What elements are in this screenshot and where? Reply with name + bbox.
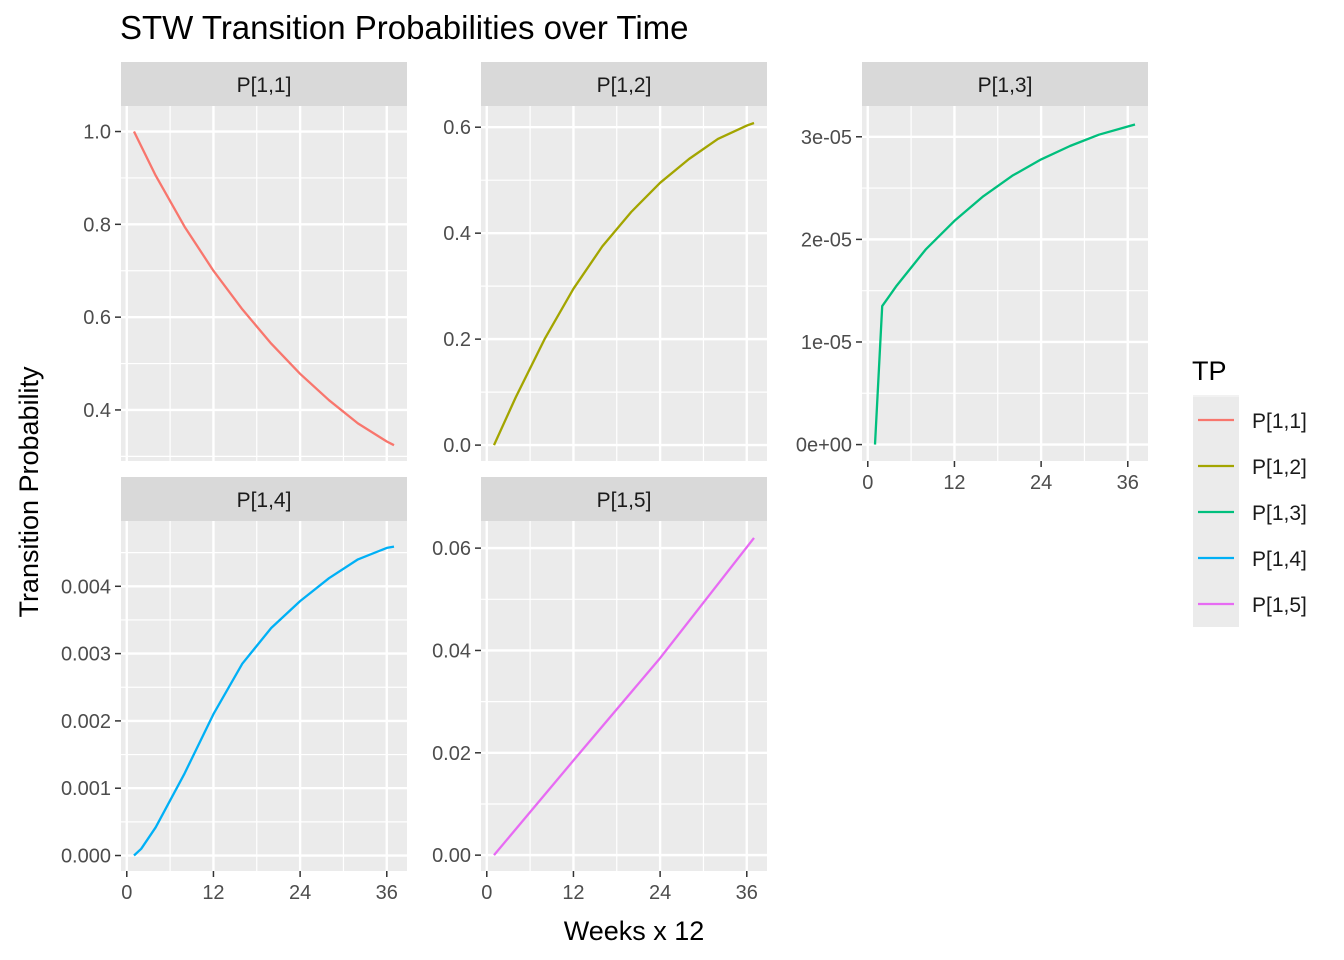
panel-1-5: P[1,5] 0.00 0.02 0.04 0.06 0 12 24 36	[432, 477, 767, 904]
x-tick-label: 36	[376, 882, 398, 904]
x-tick-label: 36	[1117, 472, 1139, 494]
x-axis-title: Weeks x 12	[564, 916, 705, 946]
y-tick-label: 0.0	[443, 435, 471, 457]
y-tick-label: 0.02	[432, 743, 471, 765]
y-axis-title: Transition Probability	[14, 366, 44, 618]
y-tick-label: 0.000	[61, 846, 111, 868]
strip-1-1	[121, 62, 407, 106]
strip-label-1-3: P[1,3]	[978, 74, 1033, 97]
y-tick-label: 0.004	[61, 576, 111, 598]
strip-label-1-2: P[1,2]	[597, 74, 652, 97]
y-tick-label: 0.8	[83, 214, 111, 236]
y-tick-label: 0.6	[443, 117, 471, 139]
y-tick-label: 0.002	[61, 711, 111, 733]
y-tick-label: 1.0	[83, 122, 111, 144]
panel-background-1-2	[481, 106, 767, 461]
panel-1-4: P[1,4] 0.000 0.001 0.002 0.003 0.004 0 12 24 36	[61, 477, 407, 904]
facet-panels: P[1,1]0.40.60.81.0P[1,2]0.00.20.40.6P[1,…	[61, 62, 1148, 904]
x-tick-label: 24	[289, 882, 311, 904]
x-tick-label: 0	[862, 472, 873, 494]
strip-1-2	[481, 62, 767, 106]
x-tick-label: 12	[943, 472, 965, 494]
x-tick-label: 12	[562, 882, 584, 904]
panel-background-1-3	[862, 106, 1148, 461]
panel-1-1: P[1,1] 0.4 0.6 0.8 1.0	[83, 62, 407, 461]
chart-title: STW Transition Probabilities over Time	[120, 9, 689, 46]
y-tick-label: 0.00	[432, 845, 471, 867]
legend-label-1-3: P[1,3]	[1252, 502, 1307, 525]
y-tick-label: 3e-05	[801, 127, 852, 149]
series-line-1-5	[493, 537, 755, 856]
legend-label-1-5: P[1,5]	[1252, 594, 1307, 617]
y-tick-label: 0e+00	[796, 435, 852, 457]
x-tick-label: 0	[121, 882, 132, 904]
legend-title: TP	[1192, 356, 1227, 386]
x-tick-label: 24	[649, 882, 671, 904]
x-tick-label: 24	[1030, 472, 1052, 494]
legend-label-1-2: P[1,2]	[1252, 456, 1307, 479]
strip-1-4	[121, 477, 407, 521]
series-line-1-4	[133, 545, 395, 857]
y-tick-label: 0.4	[83, 400, 111, 422]
legend-label-1-4: P[1,4]	[1252, 548, 1307, 571]
y-tick-label: 1e-05	[801, 332, 852, 354]
strip-1-3	[862, 62, 1148, 106]
panel-background-1-1	[121, 106, 407, 461]
y-tick-label: 0.2	[443, 329, 471, 351]
strip-label-1-4: P[1,4]	[237, 489, 292, 512]
y-tick-label: 0.4	[443, 223, 471, 245]
legend-label-1-1: P[1,1]	[1252, 410, 1307, 433]
legend: TP P[1,1] P[1,2] P[1,3] P[1,4] P[1,5]	[1192, 356, 1307, 627]
x-tick-label: 12	[202, 882, 224, 904]
strip-label-1-5: P[1,5]	[597, 489, 652, 512]
panel-1-2: P[1,2] 0.0 0.2 0.4 0.6	[443, 62, 767, 461]
y-tick-label: 0.04	[432, 640, 471, 662]
y-tick-label: 0.6	[83, 307, 111, 329]
panel-background-1-4	[121, 521, 407, 871]
panel-1-3: P[1,3] 0e+00 1e-05 2e-05 3e-05 0 12 24 36	[796, 62, 1148, 494]
series-line-1-3	[873, 123, 1136, 445]
x-tick-label: 36	[736, 882, 758, 904]
y-tick-label: 0.06	[432, 538, 471, 560]
y-tick-label: 0.001	[61, 778, 111, 800]
y-tick-label: 0.003	[61, 644, 111, 666]
series-line-1-1	[132, 130, 395, 447]
y-tick-label: 2e-05	[801, 229, 852, 251]
series-line-1-2	[492, 121, 755, 446]
x-tick-label: 0	[481, 882, 492, 904]
strip-1-5	[481, 477, 767, 521]
strip-label-1-1: P[1,1]	[237, 74, 292, 97]
